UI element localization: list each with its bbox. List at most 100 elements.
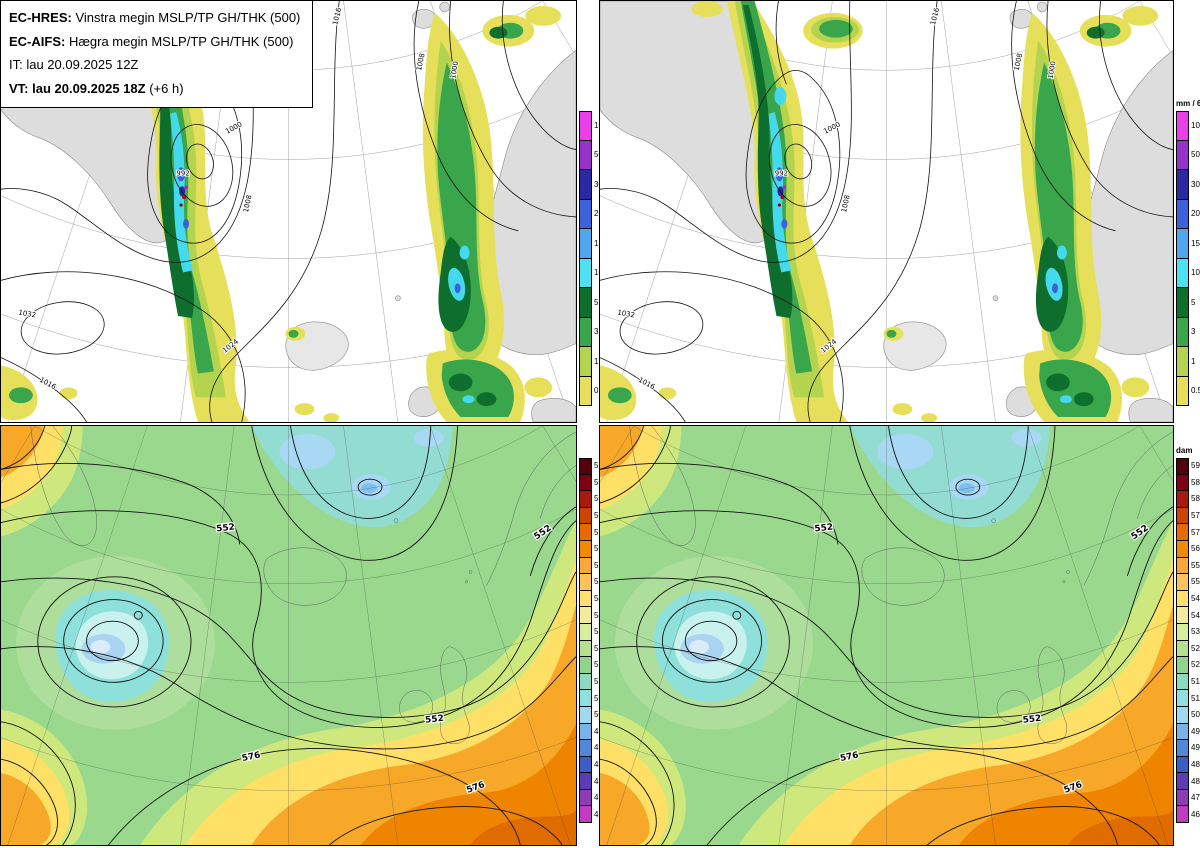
colorbar-swatch <box>1176 740 1189 757</box>
colorbar-swatch <box>1176 723 1189 741</box>
colorbar-entry: 20 <box>579 199 603 229</box>
colorbar-label: 492 <box>1191 743 1200 753</box>
title-line-aifs: EC-AIFS: Hægra megin MSLP/TP GH/THK (500… <box>9 30 300 54</box>
colorbar-label: 588 <box>1191 477 1200 487</box>
colorbar-entry: 570 <box>579 524 607 541</box>
colorbar-entry: 546 <box>579 590 607 608</box>
colorbar-swatch <box>1176 317 1189 347</box>
colorbar-swatch <box>1176 258 1189 288</box>
panel-hres-gh500 <box>0 425 577 846</box>
colorbar-swatch <box>579 773 592 790</box>
colorbar-entry: 480 <box>1176 773 1200 790</box>
colorbar-label: 468 <box>1191 809 1200 819</box>
colorbar-entry: 10 <box>1176 258 1200 288</box>
colorbar-entry: 492 <box>579 740 607 757</box>
colorbar-label: 10 <box>1191 268 1200 278</box>
colorbar-swatch <box>579 590 592 608</box>
colorbar-entry: 528 <box>579 640 607 658</box>
colorbar-entry: 5 <box>579 288 599 318</box>
colorbar-swatch <box>1176 474 1189 492</box>
colorbar-swatch <box>579 657 592 674</box>
colorbar-label: 576 <box>1191 511 1200 521</box>
colorbar-swatch <box>579 789 592 807</box>
colorbar-swatch <box>579 673 592 691</box>
colorbar-unit-height: dam <box>1176 446 1193 455</box>
colorbar-label: 522 <box>1191 660 1200 670</box>
colorbar-swatch <box>1176 170 1189 200</box>
colorbar-swatch <box>1176 756 1189 774</box>
colorbar-swatch <box>579 140 592 170</box>
colorbar-swatch <box>579 258 592 288</box>
valid-time-text: VT: lau 20.09.2025 18Z <box>9 80 146 96</box>
colorbar-label: 20 <box>1191 209 1200 219</box>
colorbar-height-right: dam 594 588 582 576 570 564 558 552 546 540 534 528… <box>1174 425 1200 846</box>
title-box: EC-HRES: Vinstra megin MSLP/TP GH/THK (5… <box>1 1 314 108</box>
colorbar-swatch <box>1176 657 1189 674</box>
colorbar-entry: 1 <box>1176 347 1200 377</box>
title-line-hres: EC-HRES: Vinstra megin MSLP/TP GH/THK (5… <box>9 6 300 30</box>
panel-aifs-gh500 <box>599 425 1174 846</box>
colorbar-label: 15 <box>1191 238 1200 248</box>
colorbar-entry: 492 <box>1176 740 1200 757</box>
colorbar-swatch <box>579 623 592 641</box>
colorbar-swatch <box>1176 507 1189 525</box>
colorbar-swatch <box>1176 229 1189 259</box>
colorbar-label: 540 <box>1191 610 1200 620</box>
colorbar-swatch <box>1176 773 1189 790</box>
colorbar-label: 534 <box>1191 627 1200 637</box>
colorbar-label: 30 <box>1191 179 1200 189</box>
colorbar-entry: 0.5 <box>579 376 605 406</box>
colorbar-swatch <box>579 347 592 377</box>
colorbar-entry: 588 <box>1176 474 1200 492</box>
colorbar-swatch <box>579 317 592 347</box>
colorbar-swatch <box>579 491 592 508</box>
colorbar-label: 510 <box>1191 693 1200 703</box>
colorbar-swatch <box>579 557 592 575</box>
colorbar-entry: 486 <box>579 756 607 774</box>
colorbar-entry: 552 <box>579 574 607 591</box>
colorbar-label: 5 <box>1191 297 1196 307</box>
colorbar-swatch <box>1176 524 1189 541</box>
colorbar-entry: 570 <box>1176 524 1200 541</box>
colorbar-swatch <box>1176 789 1189 807</box>
colorbar-entry: 504 <box>1176 706 1200 724</box>
colorbar-entry: 100 <box>1176 111 1200 141</box>
colorbar-swatch <box>579 607 592 624</box>
colorbar-entry: 522 <box>579 657 607 674</box>
colorbar-swatch <box>1176 640 1189 658</box>
colorbar-swatch <box>1176 111 1189 141</box>
colorbar-swatch <box>579 806 592 824</box>
colorbar-entry: 3 <box>579 317 599 347</box>
colorbar-swatch <box>1176 574 1189 591</box>
colorbar-swatch <box>579 474 592 492</box>
colorbar-swatch <box>1176 607 1189 624</box>
colorbar-label: 564 <box>1191 544 1200 554</box>
colorbar-label: 516 <box>1191 677 1200 687</box>
colorbar-swatch <box>579 199 592 229</box>
colorbar-label: 546 <box>1191 594 1200 604</box>
colorbar-swatch <box>1176 706 1189 724</box>
colorbar-entry: 468 <box>1176 806 1200 824</box>
colorbar-swatch <box>1176 458 1189 475</box>
colorbar-entry: 564 <box>579 540 607 558</box>
colorbar-entry: 474 <box>579 789 607 807</box>
colorbar-swatch <box>1176 806 1189 824</box>
colorbar-swatch <box>579 723 592 741</box>
colorbar-swatch <box>579 507 592 525</box>
model-label-hres: EC-HRES: <box>9 10 72 25</box>
colorbar-entry: 50 <box>1176 140 1200 170</box>
colorbar-swatch <box>579 690 592 707</box>
colorbar-entry: 576 <box>1176 507 1200 525</box>
colorbar-label: 480 <box>1191 776 1200 786</box>
colorbar-label: 30 <box>594 180 603 189</box>
colorbar-label: 552 <box>1191 577 1200 587</box>
colorbar-swatch <box>579 458 592 475</box>
colorbar-swatch <box>579 640 592 658</box>
colorbar-entry: 540 <box>1176 607 1200 624</box>
colorbar-entry: 30 <box>579 170 603 200</box>
colorbar-entry: 498 <box>579 723 607 741</box>
colorbar-swatch <box>579 706 592 724</box>
colorbar-entry: 534 <box>1176 623 1200 641</box>
colorbar-entry: 486 <box>1176 756 1200 774</box>
